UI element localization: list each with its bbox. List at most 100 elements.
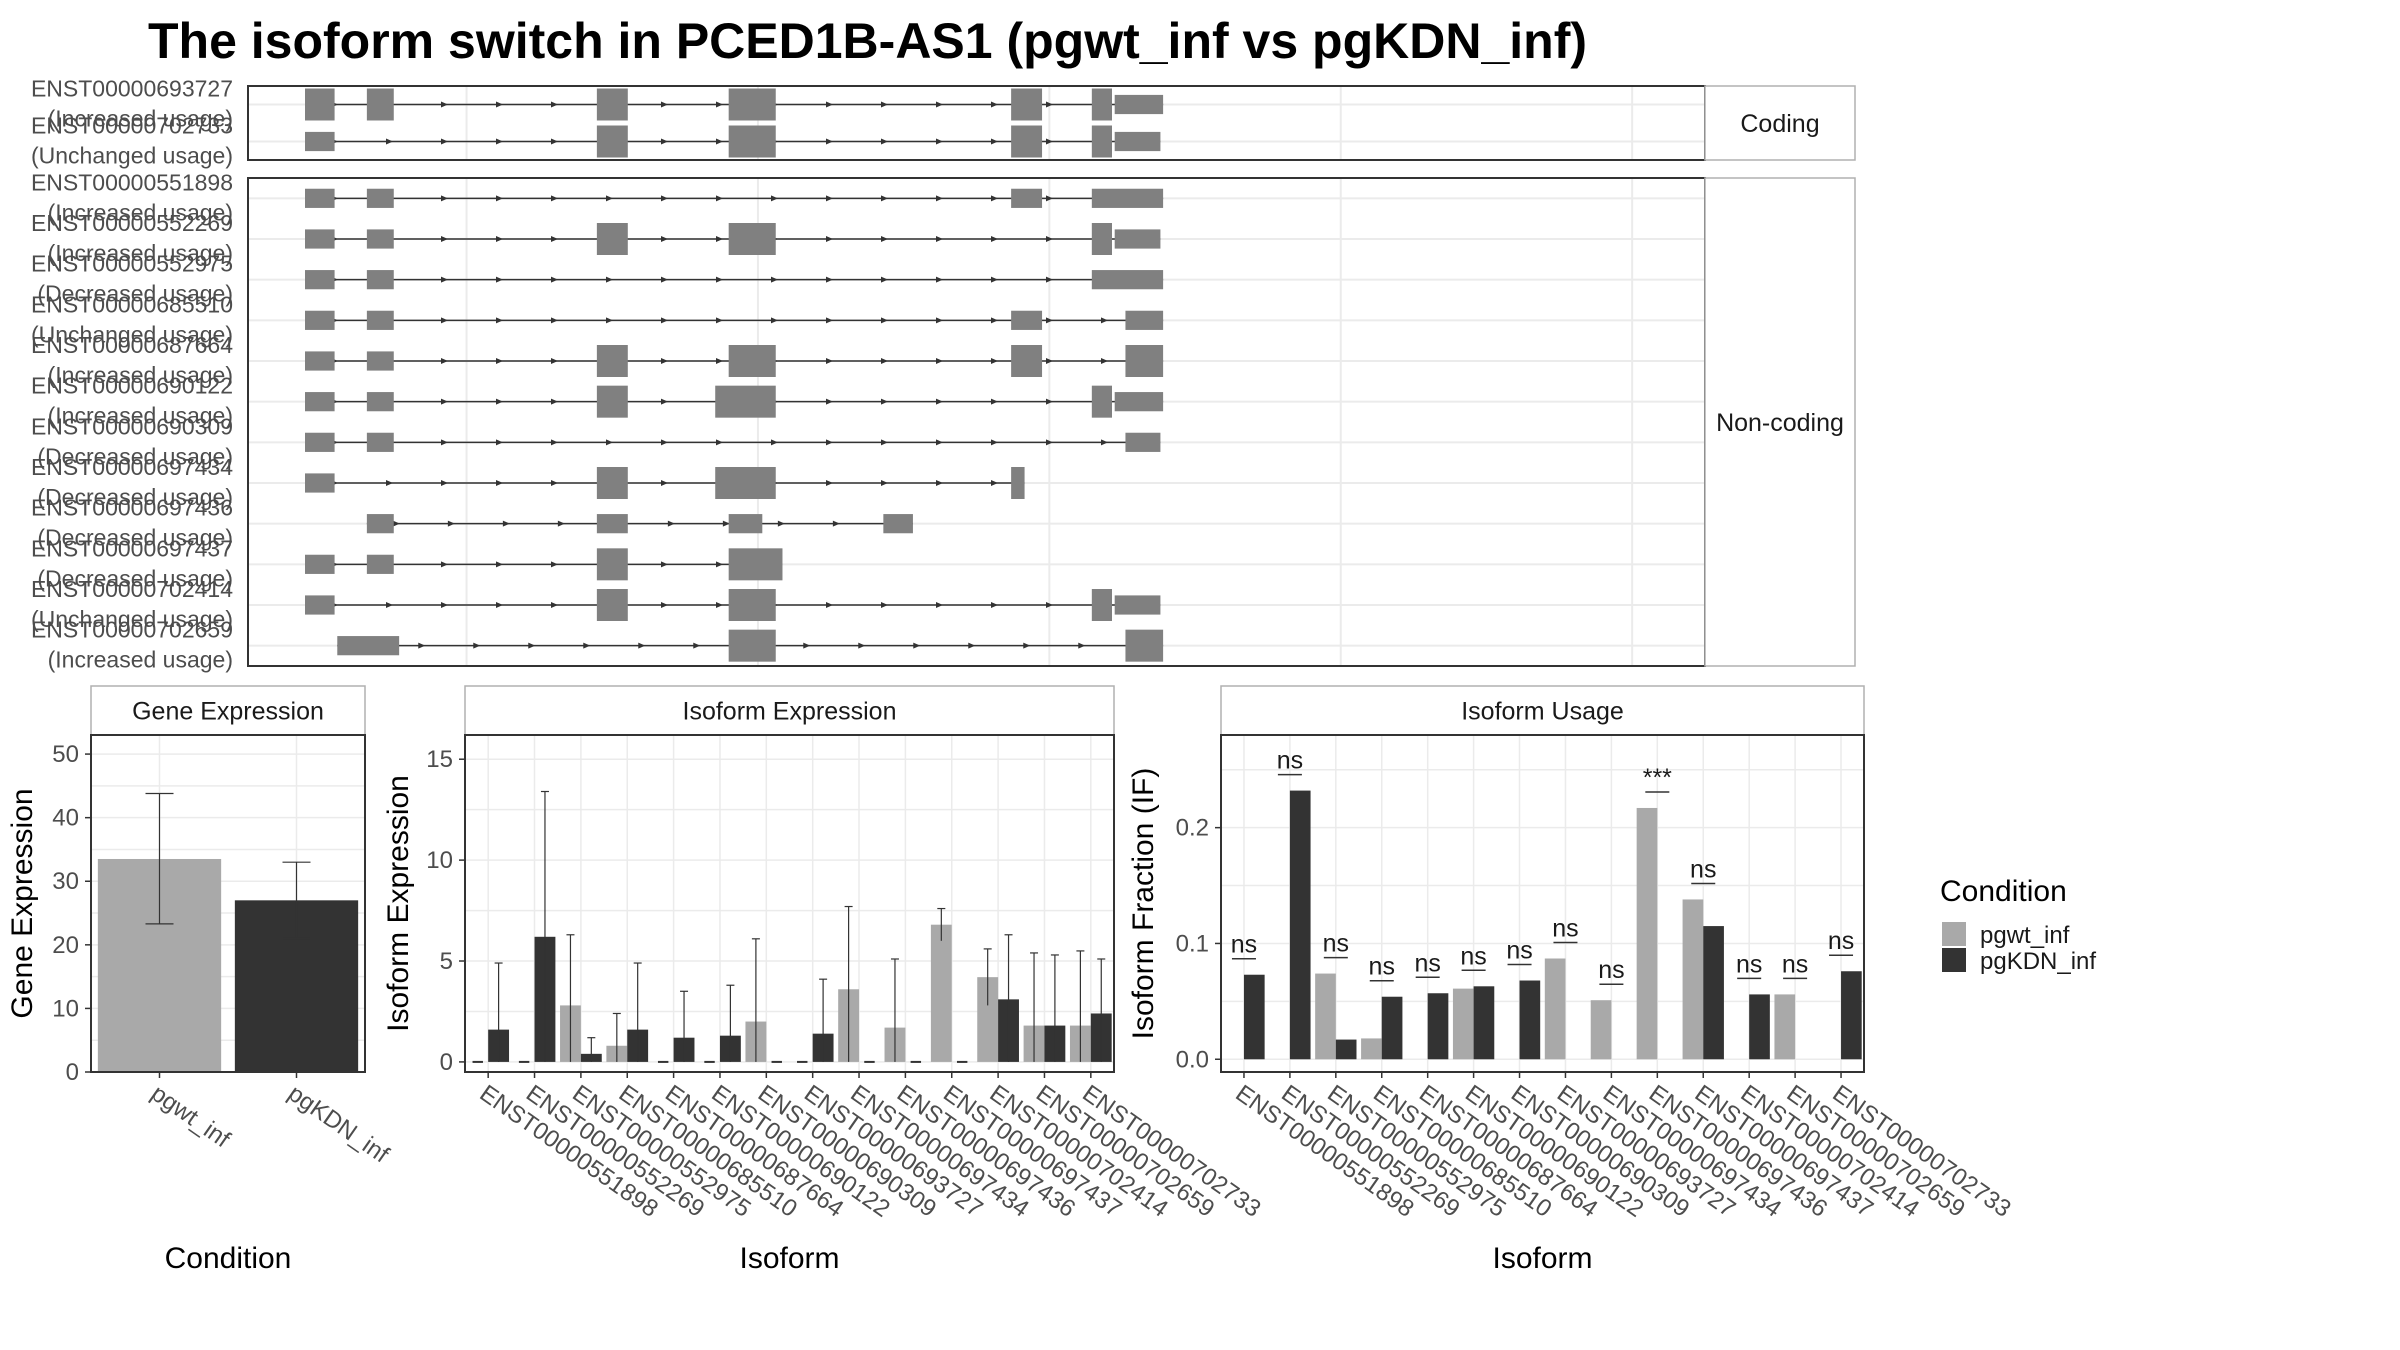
bar (1427, 993, 1449, 1060)
strand-arrow (1046, 236, 1053, 242)
y-tick-label: 0.1 (1176, 930, 1209, 957)
chart-strip-label: Isoform Usage (1461, 698, 1624, 726)
strand-arrow (716, 101, 723, 108)
bar (977, 977, 999, 1062)
legend-swatch (1942, 922, 1966, 946)
bar (1636, 807, 1658, 1060)
y-tick-label: 5 (440, 948, 453, 975)
strand-arrow (991, 101, 998, 108)
exon (728, 548, 783, 581)
strand-arrow (936, 358, 943, 364)
strand-arrow (606, 317, 613, 324)
exon (366, 351, 394, 371)
strand-arrow (881, 101, 888, 108)
structure-panel-bg (248, 86, 1705, 160)
transcript-id-label: ENST00000690122 (31, 373, 233, 399)
strand-arrow (551, 439, 558, 446)
exon (596, 88, 628, 121)
exon (728, 88, 776, 121)
strand-arrow (716, 317, 723, 324)
strand-arrow (528, 642, 536, 649)
transcript-usage-label: (Unchanged usage) (31, 606, 233, 632)
y-tick-label: 30 (52, 868, 79, 895)
exon (715, 385, 776, 418)
bar (1519, 980, 1541, 1060)
bar (1381, 996, 1403, 1060)
significance-label: ns (1506, 937, 1532, 965)
transcript-id-label: ENST00000697437 (31, 535, 233, 561)
significance-label: ns (1598, 956, 1624, 984)
strand-arrow (551, 195, 558, 202)
transcript-usage-label: (Increased usage) (48, 199, 233, 225)
bar (1452, 988, 1474, 1060)
significance-label: ns (1782, 950, 1808, 978)
strand-arrow (881, 358, 888, 364)
y-tick-label: 40 (52, 805, 79, 832)
strand-arrow (606, 439, 613, 446)
exon (366, 229, 394, 249)
exon (728, 589, 776, 621)
strand-arrow (606, 276, 613, 283)
exon (596, 589, 628, 621)
exon (1011, 88, 1043, 121)
strand-arrow (881, 480, 888, 486)
exon (1091, 125, 1112, 158)
strand-arrow (826, 236, 833, 242)
strand-arrow (1046, 398, 1053, 405)
significance-label: ns (1552, 915, 1578, 943)
exon (728, 345, 776, 377)
strand-arrow (551, 138, 558, 145)
strand-arrow (1101, 358, 1108, 364)
strand-arrow (826, 439, 833, 446)
strand-arrow (826, 480, 833, 486)
exon (305, 392, 335, 412)
significance-label: *** (1643, 764, 1672, 792)
strand-arrow (441, 101, 448, 108)
strand-arrow (1101, 439, 1108, 446)
strand-arrow (771, 195, 778, 202)
transcript-usage-label: (Increased usage) (48, 240, 233, 266)
strand-arrow (858, 642, 866, 649)
x-tick-label: pgwt_inf (146, 1080, 235, 1154)
strand-arrow (1046, 276, 1053, 283)
strand-arrow (496, 398, 503, 405)
strand-arrow (661, 101, 668, 108)
strand-arrow (551, 276, 558, 283)
facet-strip-label: Non-coding (1716, 409, 1844, 437)
transcript-usage-label: (Increased usage) (48, 106, 233, 132)
strand-arrow (551, 480, 558, 486)
strand-arrow (716, 602, 723, 608)
plot-border (1220, 734, 1865, 1073)
exon (1091, 270, 1164, 290)
legend-swatch (1942, 948, 1966, 972)
x-axis-title: Condition (165, 1242, 292, 1275)
strand-arrow (386, 480, 393, 486)
significance-label: ns (1277, 747, 1303, 775)
strand-arrow (473, 642, 481, 649)
y-axis-title: Isoform Expression (382, 775, 415, 1032)
strand-arrow (991, 439, 998, 446)
exon (1114, 131, 1161, 152)
strand-arrow (936, 276, 943, 283)
strand-arrow (418, 642, 426, 649)
exon (728, 125, 776, 158)
strand-arrow (551, 561, 558, 568)
exon (366, 554, 394, 574)
significance-label: ns (1369, 953, 1395, 981)
exon (305, 270, 335, 290)
bar (1703, 926, 1724, 1060)
strand-arrow (661, 561, 668, 568)
strand-arrow (496, 480, 503, 486)
strand-arrow (1078, 642, 1086, 649)
transcript-id-label: ENST00000702659 (31, 617, 233, 643)
y-tick-label: 0.2 (1176, 815, 1209, 842)
strand-arrow (1101, 317, 1108, 324)
transcript-usage-label: (Decreased usage) (37, 565, 233, 591)
transcript-id-label: ENST00000697436 (31, 495, 233, 521)
plot-border (464, 734, 1115, 1073)
strand-arrow (661, 398, 668, 405)
exon (337, 636, 400, 656)
strand-arrow (583, 642, 591, 649)
strand-arrow (722, 520, 730, 527)
strand-arrow (441, 398, 448, 405)
